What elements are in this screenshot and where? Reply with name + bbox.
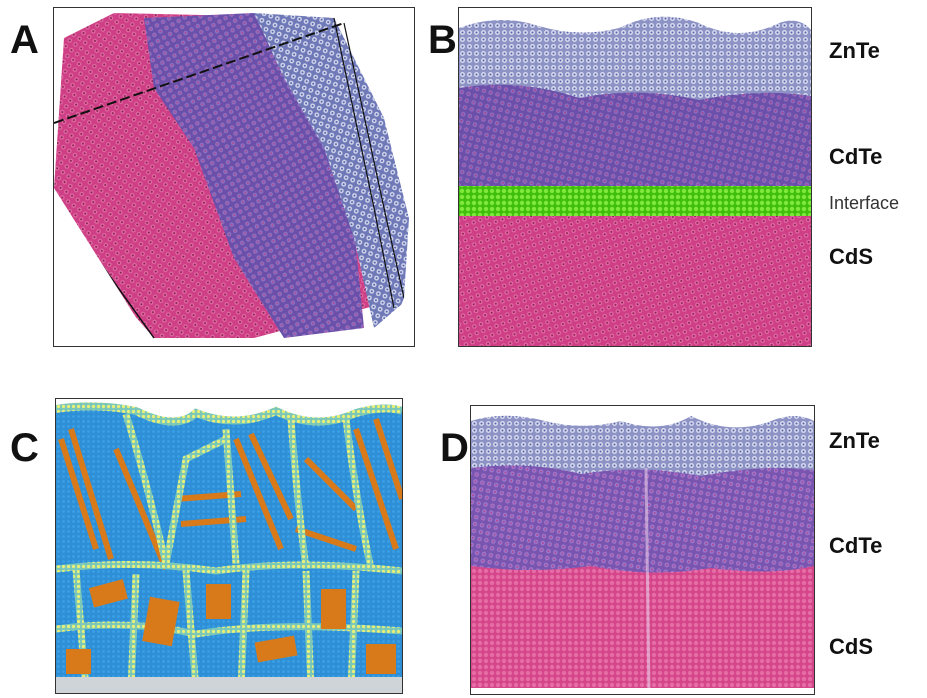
- panel-letter-a: A: [10, 18, 39, 62]
- panel-a-simulation: [54, 8, 414, 346]
- panel-a-image: [53, 7, 415, 347]
- panel-c-image: [55, 398, 403, 694]
- panel-b-simulation: [459, 8, 811, 346]
- panel-b-label-interface: Interface: [829, 193, 900, 213]
- panel-letter-b: B: [428, 18, 457, 62]
- panel-d-label-znte: ZnTe: [829, 428, 880, 453]
- panel-c-simulation: [56, 399, 402, 693]
- panel-b-label-cdte: CdTe: [829, 144, 883, 169]
- panel-b-image: [458, 7, 812, 347]
- panel-d-image: [470, 405, 815, 695]
- panel-d-label-cdte: CdTe: [829, 533, 883, 558]
- panel-b-label-zntE: ZnTe: [829, 38, 880, 63]
- panel-letter-c: C: [10, 426, 39, 470]
- panel-b-label-cds: CdS: [829, 244, 873, 269]
- panel-letter-d: D: [440, 426, 469, 470]
- panel-d-simulation: [471, 406, 814, 694]
- panel-d-label-cds: CdS: [829, 634, 873, 659]
